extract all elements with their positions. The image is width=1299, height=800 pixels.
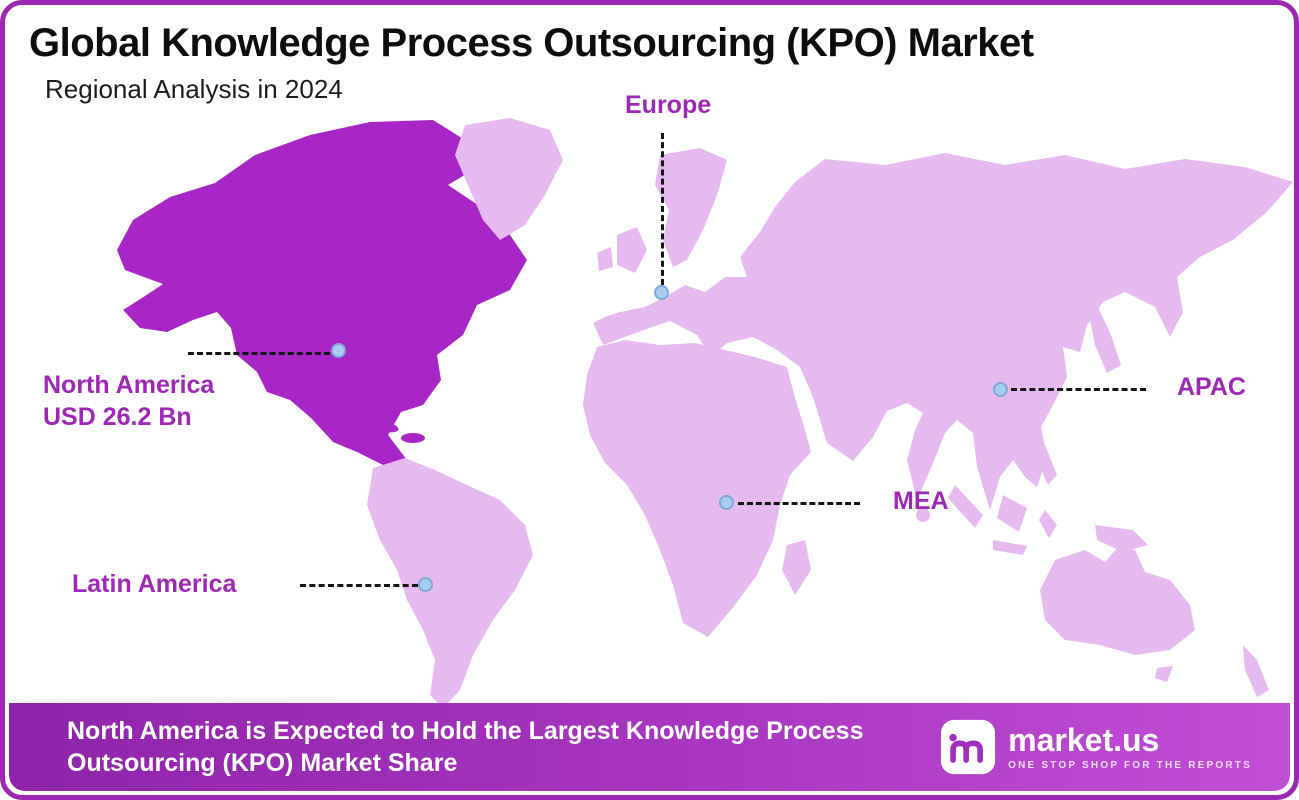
footer-caption-line2: Outsourcing (KPO) Market Share [67, 749, 458, 777]
island-cuba [355, 417, 399, 433]
leader-line-mea [738, 502, 860, 505]
label-apac: APAC [1177, 373, 1246, 401]
footer-caption: North America is Expected to Hold the La… [67, 715, 863, 779]
label-europe: Europe [625, 91, 712, 119]
continent-south-america [367, 458, 533, 708]
marker-apac [993, 382, 1008, 397]
brand-text: market.us ONE STOP SHOP FOR THE REPORTS [1008, 724, 1252, 771]
island-new-zealand [1243, 645, 1269, 697]
island-new-guinea [1095, 525, 1148, 552]
island-great-britain [617, 227, 647, 273]
continent-eurasia [593, 153, 1293, 510]
island-java [993, 540, 1027, 555]
page-subtitle: Regional Analysis in 2024 [45, 74, 343, 104]
continent-africa [583, 340, 811, 637]
continent-australia [1040, 548, 1195, 655]
region-scandinavia [655, 148, 727, 267]
island-japan [1089, 305, 1121, 373]
island-greenland [455, 118, 563, 240]
island-madagascar [782, 540, 811, 595]
header: Global Knowledge Process Outsourcing (KP… [29, 21, 1034, 105]
continent-north-america [117, 120, 527, 482]
leader-line-north-america [188, 352, 330, 355]
label-latin-america: Latin America [72, 570, 237, 598]
island-sumatra [948, 485, 983, 528]
marketus-logo-icon [941, 719, 996, 775]
island-sri-lanka [916, 508, 930, 522]
world-map [117, 118, 1293, 708]
brand-name: market.us [1008, 721, 1160, 758]
page-title: Global Knowledge Process Outsourcing (KP… [29, 21, 1034, 65]
footer-bar: North America is Expected to Hold the La… [9, 703, 1290, 791]
island-philippines [1037, 445, 1057, 485]
label-north-america: North America [43, 371, 215, 399]
marker-europe [654, 285, 669, 300]
leader-line-europe [661, 133, 664, 285]
island-tasmania [1155, 666, 1173, 682]
footer-caption-line1: North America is Expected to Hold the La… [67, 717, 864, 745]
island-hispaniola [401, 433, 425, 443]
island-borneo [997, 495, 1027, 532]
marker-mea [719, 495, 734, 510]
label-mea: MEA [893, 487, 949, 515]
brand-tagline: ONE STOP SHOP FOR THE REPORTS [1008, 759, 1252, 771]
island-ireland [597, 247, 613, 271]
marker-north-america [331, 343, 346, 358]
marker-latin-america [418, 577, 433, 592]
leader-line-apac [1011, 388, 1146, 391]
value-north-america: USD 26.2 Bn [43, 403, 192, 431]
island-sulawesi [1039, 510, 1057, 538]
brand-logo: market.us ONE STOP SHOP FOR THE REPORTS [940, 719, 1252, 775]
leader-line-latin-america [300, 584, 418, 587]
